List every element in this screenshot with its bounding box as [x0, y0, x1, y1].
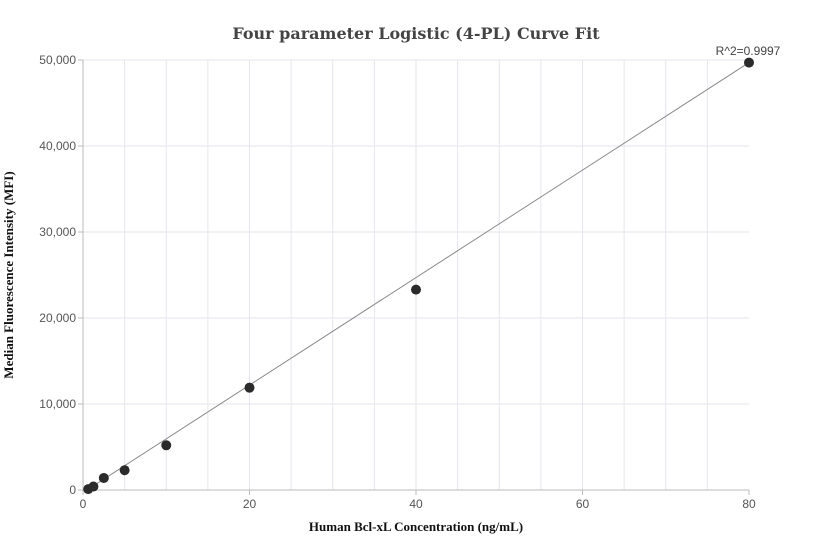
data-point	[98, 472, 109, 483]
data-points	[83, 57, 754, 495]
x-tick-label: 40	[409, 497, 423, 511]
chart-title: Four parameter Logistic (4-PL) Curve Fit	[232, 24, 600, 43]
data-point	[244, 382, 255, 393]
y-tick-label: 40,000	[39, 139, 76, 153]
x-axis-label: Human Bcl-xL Concentration (ng/mL)	[309, 519, 523, 534]
data-point	[744, 57, 754, 68]
x-tick-label: 20	[243, 497, 257, 511]
fit-line-group	[86, 62, 750, 491]
x-tick-label: 80	[742, 497, 756, 511]
data-point	[411, 284, 421, 295]
y-axis-label: Median Fluorescence Intensity (MFI)	[1, 171, 16, 378]
y-tick-label: 30,000	[39, 225, 76, 239]
data-point	[88, 481, 99, 492]
r-squared-annotation: R^2=0.9997	[716, 44, 781, 58]
data-point	[119, 465, 130, 476]
grid-lines	[83, 59, 749, 490]
axes	[78, 59, 750, 495]
data-point	[161, 440, 172, 451]
x-tick-label: 0	[80, 497, 87, 511]
y-tick-label: 50,000	[39, 53, 76, 67]
tick-labels: 0 20 40 60 80 0 10,000 20,000 30,000 40,000 50,000	[39, 53, 756, 511]
x-tick-label: 60	[576, 497, 590, 511]
y-tick-label: 20,000	[39, 311, 76, 325]
fit-line	[86, 62, 750, 491]
y-tick-label: 10,000	[39, 397, 76, 411]
y-tick-label: 0	[69, 483, 76, 497]
